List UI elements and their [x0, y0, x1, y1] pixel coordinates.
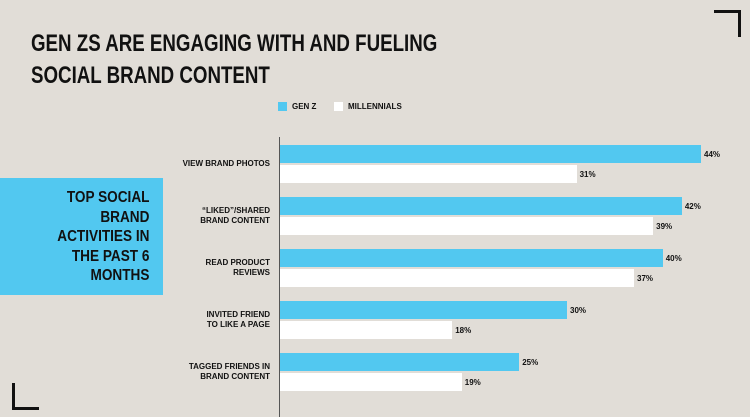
legend-item-gen-z: GEN Z [278, 102, 316, 111]
bar-gen-z [280, 249, 663, 267]
category-label: “LIKED”/SHARED BRAND CONTENT [120, 206, 270, 226]
bar-millennials [280, 217, 654, 235]
category-label-line: BRAND CONTENT [200, 216, 270, 225]
category-label-line: INVITED FRIEND [206, 310, 270, 319]
data-label-gen-z: 42% [684, 202, 701, 211]
bar-gen-z [280, 145, 701, 163]
category-label: VIEW BRAND PHOTOS [120, 159, 270, 169]
bar-millennials [280, 165, 577, 183]
side-label-line: TOP SOCIAL [66, 189, 149, 206]
page-title: GEN ZS ARE ENGAGING WITH AND FUELING SOC… [31, 28, 437, 92]
category-label-line: REVIEWS [233, 268, 270, 277]
data-label-millennials: 39% [656, 222, 673, 231]
legend-swatch-gen-z [278, 102, 287, 111]
bar-millennials [280, 321, 453, 339]
bar-gen-z [280, 353, 520, 371]
data-label-gen-z: 25% [522, 358, 539, 367]
side-label: TOP SOCIAL BRAND ACTIVITIES IN THE PAST … [57, 188, 149, 286]
bar-gen-z [280, 197, 682, 215]
legend-label-gen-z: GEN Z [292, 102, 317, 111]
data-label-millennials: 18% [455, 326, 472, 335]
category-label-line: BRAND CONTENT [200, 372, 270, 381]
y-axis-line [279, 137, 280, 417]
data-label-gen-z: 44% [704, 150, 721, 159]
side-label-line: BRAND [99, 208, 149, 226]
category-label: TAGGED FRIENDS IN BRAND CONTENT [120, 362, 270, 382]
category-label-line: READ PRODUCT [205, 258, 270, 267]
title-line-2: SOCIAL BRAND CONTENT [31, 62, 270, 89]
data-label-millennials: 31% [579, 170, 596, 179]
category-label: READ PRODUCT REVIEWS [120, 258, 270, 278]
corner-bracket-top-right [714, 10, 741, 37]
side-label-box: TOP SOCIAL BRAND ACTIVITIES IN THE PAST … [0, 178, 163, 295]
data-label-gen-z: 30% [570, 306, 587, 315]
data-label-gen-z: 40% [665, 254, 682, 263]
category-label-line: TO LIKE A PAGE [206, 320, 270, 329]
category-label-line: “LIKED”/SHARED [201, 206, 270, 215]
data-label-millennials: 37% [637, 274, 654, 283]
category-label-line: VIEW BRAND PHOTOS [182, 159, 270, 168]
category-label: INVITED FRIEND TO LIKE A PAGE [120, 310, 270, 330]
bar-millennials [280, 269, 635, 287]
bar-millennials [280, 373, 462, 391]
title-line-1: GEN ZS ARE ENGAGING WITH AND FUELING [31, 30, 438, 57]
legend-swatch-millennials [334, 102, 343, 111]
side-label-line: ACTIVITIES IN [56, 228, 149, 245]
category-label-line: TAGGED FRIENDS IN [188, 362, 270, 371]
bar-gen-z [280, 301, 568, 319]
side-label-line: THE PAST 6 [71, 247, 149, 265]
legend-label-millennials: MILLENNIALS [348, 102, 402, 111]
side-label-line: MONTHS [90, 267, 149, 284]
data-label-millennials: 19% [464, 378, 481, 387]
corner-bracket-bottom-left [12, 383, 39, 410]
legend-item-millennials: MILLENNIALS [334, 102, 402, 111]
